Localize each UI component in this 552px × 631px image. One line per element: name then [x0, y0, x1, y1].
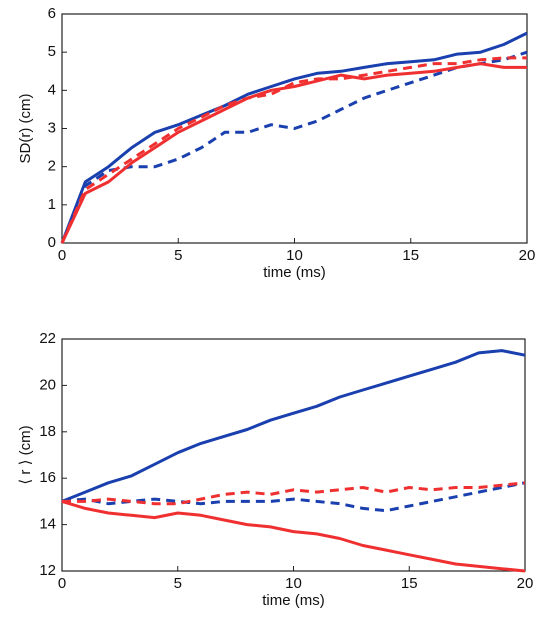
data-line — [61, 349, 526, 503]
x-axis-label: time (ms) — [262, 592, 325, 609]
x-tick-label: 5 — [174, 247, 182, 264]
y-tick-label: 22 — [39, 330, 56, 347]
data-line — [60, 62, 527, 244]
x-axis-label: time (ms) — [263, 264, 326, 281]
x-tick-label: 15 — [401, 575, 418, 592]
x-tick-label: 0 — [58, 247, 66, 264]
x-tick-label: 10 — [286, 247, 303, 264]
data-line — [60, 31, 528, 244]
y-tick-label: 12 — [39, 562, 56, 579]
plot-frame — [61, 338, 526, 572]
y-axis-label: ⟨ r ⟩ (cm) — [17, 425, 34, 484]
y-tick-label: 20 — [39, 376, 56, 393]
y-tick-label: 16 — [39, 469, 56, 486]
y-axis-label: SD(r) (cm) — [17, 94, 34, 164]
y-tick-label: 0 — [48, 234, 56, 251]
x-tick-label: 20 — [519, 247, 536, 264]
x-tick-label: 0 — [58, 575, 66, 592]
y-tick-label: 6 — [48, 5, 56, 22]
data-line — [61, 499, 526, 573]
y-tick-label: 3 — [48, 119, 56, 136]
y-tick-label: 18 — [39, 423, 56, 440]
x-tick-label: 20 — [517, 575, 534, 592]
x-tick-label: 15 — [402, 247, 419, 264]
y-tick-label: 1 — [48, 196, 56, 213]
y-tick-label: 4 — [48, 81, 56, 98]
y-tick-label: 2 — [48, 158, 56, 175]
y-tick-label: 14 — [39, 516, 56, 533]
data-line — [62, 481, 526, 506]
data-line — [60, 56, 527, 244]
data-line — [61, 481, 526, 513]
x-tick-label: 5 — [174, 575, 182, 592]
y-tick-label: 5 — [48, 43, 56, 60]
x-tick-label: 10 — [285, 575, 302, 592]
